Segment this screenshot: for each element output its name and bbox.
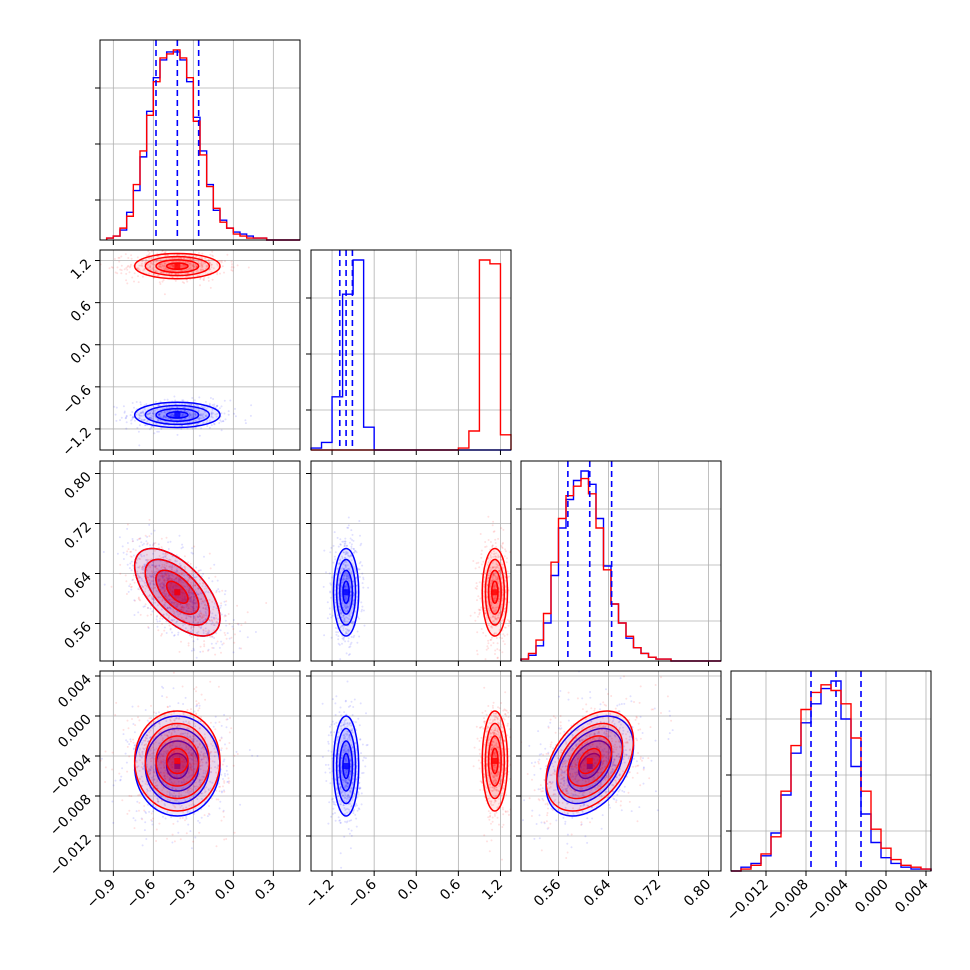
y-tick-label-p3: 0.000 [55,712,95,752]
panel-p3-vs-p0-content [100,671,259,850]
panel-p2-vs-p1-density-peak-1 [491,589,498,596]
x-tick-label-p3: 0.004 [892,876,932,916]
y-tick-label-p2: 0.56 [61,619,94,652]
y-tick-label-p2: 0.64 [61,569,94,602]
panel-p3-vs-p0-frame [99,670,301,872]
panel-p2-vs-p1-content [322,515,511,661]
panel-p3-vs-p2-density-peak-0 [586,763,593,769]
x-tick-label-p2: 0.64 [581,876,614,909]
panel-p3-vs-p1-content [321,680,511,869]
x-tick-label-p2: 0.80 [681,877,714,910]
x-tick-label-p0: −0.6 [124,876,159,911]
panel-p3-vs-p1-density-peak-1 [491,758,498,764]
y-tick-label-p3: −0.004 [47,751,95,799]
panel-p3-vs-p1-scatter-0 [321,680,369,869]
panel-p2-vs-p1-density-peak-0 [343,589,350,596]
x-tick-label-p1: 1.2 [479,877,506,904]
y-tick-label-p1: 1.2 [68,256,95,283]
panel-p3-vs-p2-frame [520,670,722,872]
x-tick-label-p3: −0.008 [764,877,812,925]
x-tick-label-p2: 0.56 [531,876,564,909]
y-tick-label-p1: −0.6 [59,382,94,417]
x-tick-label-p0: −0.9 [84,877,119,912]
hist-p3-red-step [731,684,932,872]
hist-p1-blue-step [310,259,511,451]
hist-p2-red-step [520,477,721,662]
y-tick-label-p3: 0.004 [55,671,95,711]
panel-p3-vs-p1-density-peak-0 [343,763,350,769]
panel-p1-vs-p0-density-peak-1 [174,263,181,270]
hist-p1-red-step [311,259,512,451]
y-tick-label-p2: 0.72 [61,519,94,552]
panel-p1-vs-p0-frame [99,249,301,451]
panel-p2-vs-p1-frame [310,460,512,662]
y-tick-label-p1: 0.0 [68,340,95,367]
panel-p1-vs-p0-density-peak-0 [174,411,181,418]
x-tick-label-p0: 0.3 [252,877,279,904]
panel-p3-vs-p1-frame [310,670,512,872]
y-tick-label-p3: −0.008 [47,792,95,840]
x-tick-label-p1: −0.6 [345,876,380,911]
panel-p3-vs-p0-density-peak-0 [174,763,181,769]
panel-p2-vs-p0-content [102,518,268,661]
panel-p3-vs-p0-scatter-1 [100,671,239,848]
x-tick-label-p3: 0.000 [852,877,892,917]
hist-p3-frame [730,670,932,872]
hist-p0-blue-step [105,51,300,241]
x-tick-label-p1: 0.0 [395,877,422,904]
hist-p3-blue-step [731,680,932,872]
panel-p3-vs-p2-density-peak-1 [586,758,593,764]
y-tick-label-p2: 0.80 [61,469,94,502]
panel-p3-vs-p0-density-peak-1 [174,758,181,764]
x-tick-label-p3: −0.004 [804,876,852,924]
y-tick-label-p1: −1.2 [59,424,94,459]
y-tick-label-p3: −0.012 [47,832,95,880]
x-tick-label-p1: −1.2 [303,877,338,912]
hist-p2-frame [520,460,722,662]
x-tick-label-p0: 0.0 [212,877,239,904]
panel-p3-vs-p2-content [521,671,674,859]
x-tick-label-p1: 0.6 [437,876,464,903]
panel-p1-vs-p0-content [100,250,253,447]
x-tick-label-p3: −0.012 [724,877,772,925]
panel-p2-vs-p0-density-peak-1 [174,589,181,596]
panel-p2-vs-p0-frame [99,460,301,662]
x-tick-label-p0: −0.3 [164,877,199,912]
hist-p0-frame [99,39,301,241]
hist-p0-red-step [105,49,300,241]
hist-p1-frame [310,249,512,451]
y-tick-label-p1: 0.6 [68,298,95,325]
x-tick-label-p2: 0.72 [631,877,664,910]
